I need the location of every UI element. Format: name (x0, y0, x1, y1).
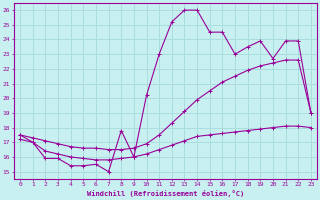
X-axis label: Windchill (Refroidissement éolien,°C): Windchill (Refroidissement éolien,°C) (87, 190, 244, 197)
